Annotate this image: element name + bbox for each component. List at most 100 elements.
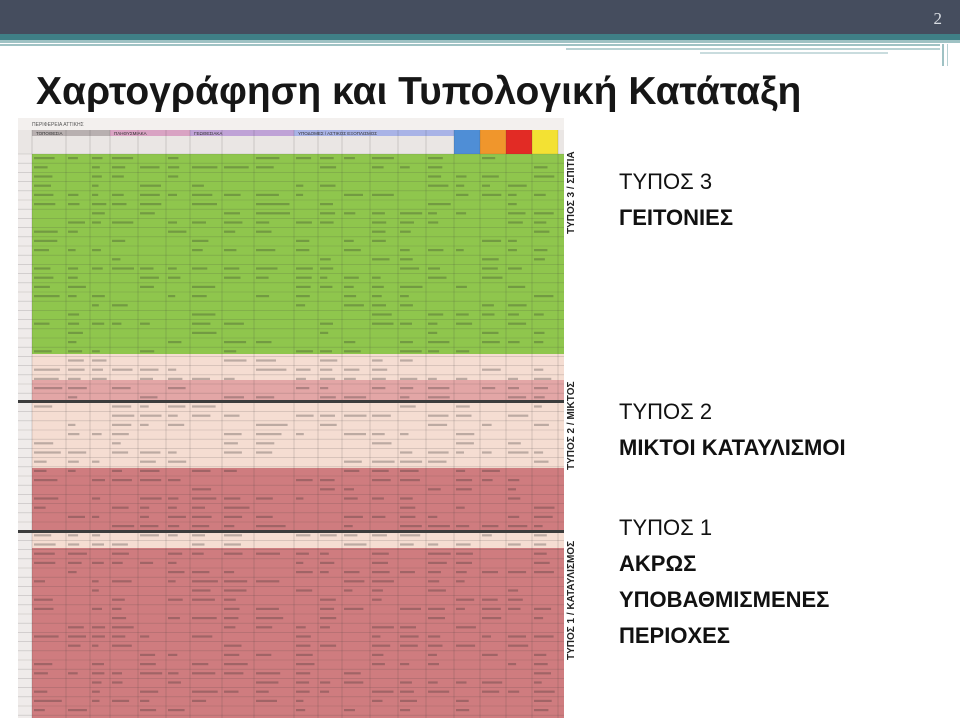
cell-text-blur [168,497,179,500]
cell-text-blur [34,203,56,206]
cell-text-blur [320,285,333,288]
cell-text-blur [34,506,46,509]
cell-text-blur [34,239,58,242]
cell-text-blur [508,644,529,647]
cell-text-blur [224,276,241,279]
cell-text-blur [296,193,304,196]
cell-text-blur [92,479,105,482]
cell-text-blur [296,644,311,647]
cell-text-blur [508,690,520,693]
cell-text-blur [508,543,521,546]
cell-text-blur [192,506,205,509]
typology-table: ΠΕΡΙΦΕΡΕΙΑ ΑΤΤΙΚΗΣ ΤΟΠΟΘΕΣΙΑ ΠΛΗΘΥΣΜΙΑΚΑ ΓΕ… [18,118,564,718]
cell-text-blur [112,368,133,371]
cell-text-blur [400,543,414,546]
cell-text-blur [428,212,437,215]
cell-text-blur [68,331,83,334]
cell-text-blur [256,451,273,454]
cell-text-blur [92,193,99,196]
cell-text-blur [140,368,159,371]
type-1-label: ΤΥΠΟΣ 1 [619,515,713,540]
cell-text-blur [68,377,81,380]
cell-text-blur [140,203,162,206]
cell-text-blur [456,552,473,555]
cell-text-blur [372,644,391,647]
cell-text-blur [534,396,545,399]
cell-text-blur [112,580,132,583]
cell-text-blur [192,580,218,583]
cell-text-blur [112,561,123,564]
cell-text-blur [68,285,86,288]
cell-text-blur [92,672,105,675]
cell-text-blur [256,193,279,196]
cell-text-blur [534,460,549,463]
cell-text-blur [92,663,104,666]
cell-text-blur [320,552,329,555]
cell-text-blur [68,387,87,390]
cell-text-blur [400,635,419,638]
cell-text-blur [224,552,243,555]
cell-text-blur [400,433,409,436]
cell-text-blur [256,396,275,399]
type-1-rows-dark [32,548,564,718]
cell-text-blur [400,709,411,712]
cell-text-blur [534,423,549,426]
cell-text-blur [534,543,547,546]
cell-text-blur [192,331,217,334]
cell-text-blur [34,561,56,564]
cell-text-blur [428,644,443,647]
cell-text-blur [428,396,450,399]
header-stripe-light [0,40,960,43]
type-transition-rows-2 [32,380,564,402]
cell-text-blur [344,295,357,298]
cell-text-blur [456,488,472,491]
cell-text-blur [344,488,354,491]
cell-text-blur [400,295,409,298]
cell-text-blur [428,580,440,583]
cell-text-blur [140,405,149,408]
cell-text-blur [112,387,131,390]
cell-text-blur [482,387,496,390]
cell-text-blur [320,396,336,399]
cell-text-blur [192,285,216,288]
cell-text-blur [534,212,554,215]
type-separator [18,530,564,533]
cell-text-blur [372,368,388,371]
cell-text-blur [192,617,217,620]
cell-text-blur [456,451,464,454]
cell-text-blur [68,552,87,555]
cell-text-blur [192,405,216,408]
cell-text-blur [112,681,123,684]
cell-text-blur [372,469,389,472]
cell-text-blur [482,331,499,334]
cell-text-blur [92,589,99,592]
cell-text-blur [34,607,54,610]
cell-text-blur [456,469,466,472]
cell-text-blur [372,580,394,583]
cell-text-blur [140,322,150,325]
cell-text-blur [372,571,390,574]
cell-text-blur [34,276,54,279]
cell-text-blur [296,350,313,353]
cell-text-blur [34,580,45,583]
cell-text-blur [428,276,447,279]
cell-text-blur [372,193,394,196]
cell-text-blur [92,212,105,215]
cell-text-blur [534,387,548,390]
cell-text-blur [68,341,77,344]
cell-text-blur [534,341,544,344]
cell-text-blur [534,258,545,261]
cell-text-blur [140,663,156,666]
cell-text-blur [256,157,280,160]
cell-text-blur [192,534,205,537]
cell-text-blur [428,203,451,206]
cell-text-blur [192,322,211,325]
cell-text-blur [112,166,126,169]
cell-text-blur [192,497,217,500]
cell-text-blur [112,644,132,647]
cell-text-blur [34,377,59,380]
cell-text-blur [256,341,272,344]
cell-text-blur [344,285,354,288]
cell-text-blur [534,561,550,564]
cell-text-blur [508,663,517,666]
